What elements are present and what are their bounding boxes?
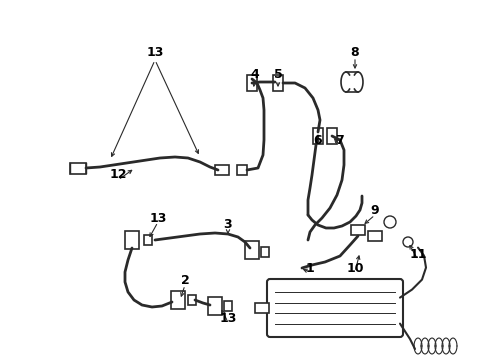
Bar [187,295,196,305]
Text: 10: 10 [346,261,363,274]
Text: 13: 13 [219,311,236,324]
Bar [261,247,268,257]
Text: 12: 12 [109,168,126,181]
Text: 4: 4 [250,68,259,81]
Text: 11: 11 [408,248,426,261]
Bar [312,128,323,144]
Text: 7: 7 [335,134,344,147]
Bar [207,297,222,315]
Bar [143,235,152,245]
Bar [246,75,257,91]
Text: 1: 1 [305,261,314,274]
Bar [326,128,336,144]
Bar [215,165,228,175]
Text: 2: 2 [180,274,189,287]
FancyBboxPatch shape [266,279,402,337]
Bar [237,165,246,175]
Bar [254,303,268,313]
Bar [70,162,86,174]
Text: 6: 6 [313,134,322,147]
Bar [224,301,231,311]
Text: 9: 9 [370,203,379,216]
Text: 13: 13 [149,211,166,225]
Text: 13: 13 [146,45,163,58]
Bar [272,75,283,91]
Text: 5: 5 [273,68,282,81]
Text: 8: 8 [350,45,359,58]
Text: 3: 3 [223,219,232,231]
Bar [125,231,139,249]
Bar [171,291,184,309]
Bar [350,225,364,235]
Bar [244,241,259,259]
Bar [367,231,381,241]
